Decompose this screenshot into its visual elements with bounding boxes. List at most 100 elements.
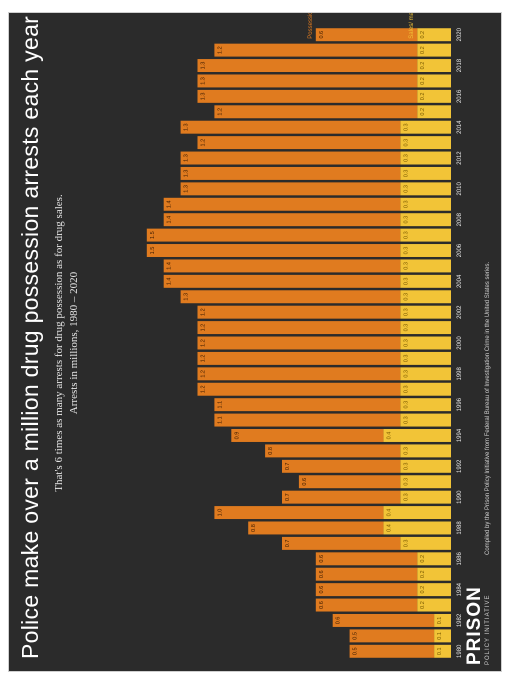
bar-sales-1991 (400, 475, 451, 489)
bar-sales-1995 (400, 413, 451, 427)
bar-sales-1992 (400, 459, 451, 473)
data-label-sales: 0.4 (386, 432, 392, 440)
x-tick-label: 1990 (457, 490, 463, 504)
data-label-sales: 0.3 (403, 339, 409, 347)
data-label-possession: 1.3 (184, 154, 190, 162)
data-label-sales: 0.4 (386, 509, 392, 517)
data-label-possession: 1.2 (217, 46, 223, 54)
bar-possession-1983 (315, 598, 418, 612)
data-label-sales: 0.3 (403, 324, 409, 332)
bar-sales-2002 (400, 305, 451, 319)
bar-possession-2000 (197, 336, 401, 350)
data-label-sales: 0.3 (403, 231, 409, 239)
data-label-sales: 0.3 (403, 493, 409, 501)
data-label-possession: 1.3 (201, 93, 207, 101)
bar-possession-1989 (214, 506, 384, 520)
data-label-possession: 1.2 (201, 139, 207, 147)
data-label-possession: 1.3 (184, 170, 190, 178)
bar-possession-1992 (282, 459, 401, 473)
bar-possession-2016 (197, 89, 418, 103)
bar-possession-2004 (163, 274, 401, 288)
data-label-possession: 1.5 (150, 247, 156, 255)
data-label-sales: 0.4 (386, 524, 392, 532)
data-label-sales: 0.1 (437, 647, 443, 655)
bar-possession-2018 (197, 59, 418, 73)
x-tick-label: 2008 (457, 212, 463, 226)
source-note: Compiled by the Prison Policy Initiative… (485, 261, 491, 555)
bar-sales-1993 (400, 444, 451, 458)
data-label-sales: 0.1 (437, 632, 443, 640)
bar-sales-2003 (400, 290, 451, 304)
data-label-possession: 1.4 (167, 262, 173, 270)
data-label-possession: 1.3 (184, 123, 190, 131)
data-label-possession: 1.2 (201, 385, 207, 393)
x-tick-label: 2018 (457, 58, 463, 72)
logo-subtitle: POLICY INITIATIVE (485, 594, 491, 665)
data-label-possession: 1.3 (184, 293, 190, 301)
bar-possession-2014 (180, 120, 401, 134)
bar-sales-1997 (400, 382, 451, 396)
bar-sales-2012 (400, 151, 451, 165)
data-label-sales: 0.3 (403, 170, 409, 178)
bar-sales-2018 (417, 59, 452, 73)
data-label-sales: 0.3 (403, 416, 409, 424)
bar-sales-2014 (400, 120, 451, 134)
bar-sales-2011 (400, 166, 451, 180)
bar-sales-2007 (400, 228, 451, 242)
bar-sales-1983 (417, 598, 452, 612)
series-label-possession: Possession (308, 13, 314, 39)
data-label-sales: 0.3 (403, 216, 409, 224)
bar-possession-2001 (197, 321, 401, 335)
bar-possession-2015 (214, 105, 418, 119)
x-tick-label: 1996 (457, 397, 463, 411)
bar-possession-2008 (163, 213, 401, 227)
bar-possession-2005 (163, 259, 401, 273)
data-label-possession: 1.3 (184, 185, 190, 193)
data-label-possession: 0.7 (285, 493, 291, 501)
data-label-possession: 0.5 (353, 647, 359, 655)
bar-possession-1980 (349, 644, 435, 658)
x-tick-label: 1984 (457, 582, 463, 596)
data-label-possession: 0.6 (319, 555, 325, 563)
data-label-sales: 0.2 (420, 555, 426, 563)
bar-possession-1981 (349, 629, 435, 643)
data-label-possession: 0.6 (319, 570, 325, 578)
bar-sales-2004 (400, 274, 451, 288)
x-tick-label: 2020 (457, 27, 463, 41)
data-label-sales: 0.3 (403, 355, 409, 363)
data-label-possession: 1.1 (217, 401, 223, 409)
data-label-possession: 1.0 (217, 509, 223, 517)
bar-sales-1998 (400, 367, 451, 381)
data-label-possession: 0.6 (302, 478, 308, 486)
data-label-sales: 0.3 (403, 262, 409, 270)
prison-policy-logo: PRISON POLICY INITIATIVE (464, 586, 491, 665)
bar-sales-1981 (434, 629, 452, 643)
x-tick-label: 2004 (457, 274, 463, 288)
bar-sales-2015 (417, 105, 452, 119)
bar-sales-2009 (400, 197, 451, 211)
data-label-sales: 0.3 (403, 293, 409, 301)
stacked-bar-chart: 0.1 0.5 0.1 0.5 0.1 0.6 0.2 0.6 0.2 0.6 0.2 0.6 0.2 0… (146, 13, 463, 658)
bar-possession-1984 (315, 583, 418, 597)
data-label-possession: 1.3 (201, 77, 207, 85)
data-label-sales: 0.2 (420, 586, 426, 594)
data-label-sales: 0.2 (420, 93, 426, 101)
data-label-possession: 1.2 (217, 108, 223, 116)
bar-sales-1990 (400, 490, 451, 504)
data-label-possession: 1.1 (217, 416, 223, 424)
data-label-sales: 0.2 (420, 108, 426, 116)
data-label-sales: 0.3 (403, 278, 409, 286)
data-label-sales: 0.2 (420, 62, 426, 70)
bar-possession-2010 (180, 182, 401, 196)
bar-sales-1985 (417, 567, 452, 581)
infographic-frame: Police make over a million drug possessi… (8, 12, 502, 672)
x-tick-label: 1994 (457, 428, 463, 442)
bar-possession-2009 (163, 197, 401, 211)
data-label-sales: 0.3 (403, 185, 409, 193)
bar-sales-2008 (400, 213, 451, 227)
data-label-possession: 0.8 (251, 524, 257, 532)
bar-sales-2010 (400, 182, 451, 196)
x-tick-label: 2012 (457, 151, 463, 165)
data-label-possession: 0.7 (285, 462, 291, 470)
bar-possession-2006 (146, 244, 401, 257)
